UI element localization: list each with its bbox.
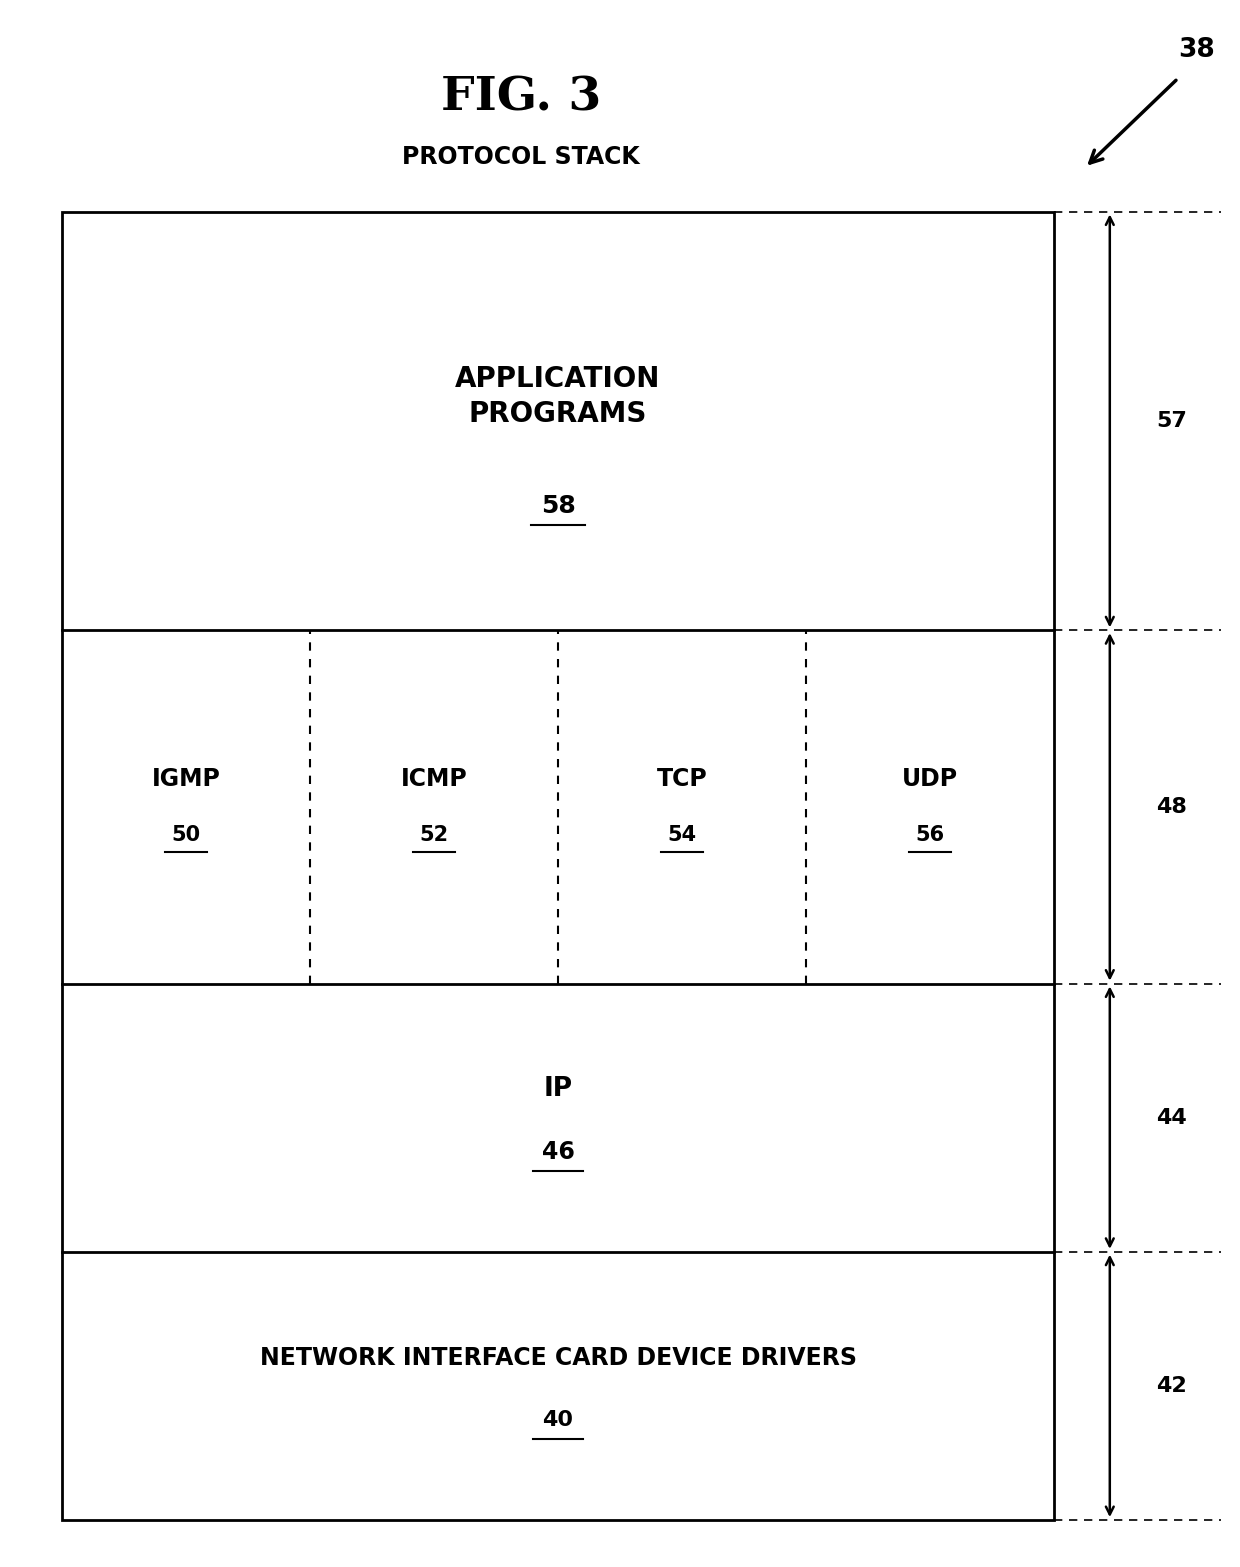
Text: NETWORK INTERFACE CARD DEVICE DRIVERS: NETWORK INTERFACE CARD DEVICE DRIVERS <box>259 1346 857 1370</box>
Bar <box>62 212 1054 1520</box>
Text: FIG. 3: FIG. 3 <box>440 74 601 121</box>
Text: TCP: TCP <box>657 766 707 791</box>
Text: 38: 38 <box>1178 38 1215 63</box>
Text: PROTOCOL STACK: PROTOCOL STACK <box>402 144 640 169</box>
Text: 50: 50 <box>171 826 201 845</box>
Text: 56: 56 <box>915 826 945 845</box>
Text: 48: 48 <box>1157 798 1187 816</box>
Text: 40: 40 <box>543 1410 573 1431</box>
Text: UDP: UDP <box>901 766 959 791</box>
Text: 57: 57 <box>1157 411 1187 431</box>
Text: 44: 44 <box>1157 1108 1187 1128</box>
Text: APPLICATION
PROGRAMS: APPLICATION PROGRAMS <box>455 365 661 428</box>
Text: 52: 52 <box>419 826 449 845</box>
Text: IGMP: IGMP <box>151 766 221 791</box>
Text: ICMP: ICMP <box>401 766 467 791</box>
Text: 58: 58 <box>541 494 575 519</box>
Text: 46: 46 <box>542 1141 574 1164</box>
Text: 42: 42 <box>1157 1376 1187 1396</box>
Text: 54: 54 <box>667 826 697 845</box>
Text: IP: IP <box>543 1077 573 1103</box>
